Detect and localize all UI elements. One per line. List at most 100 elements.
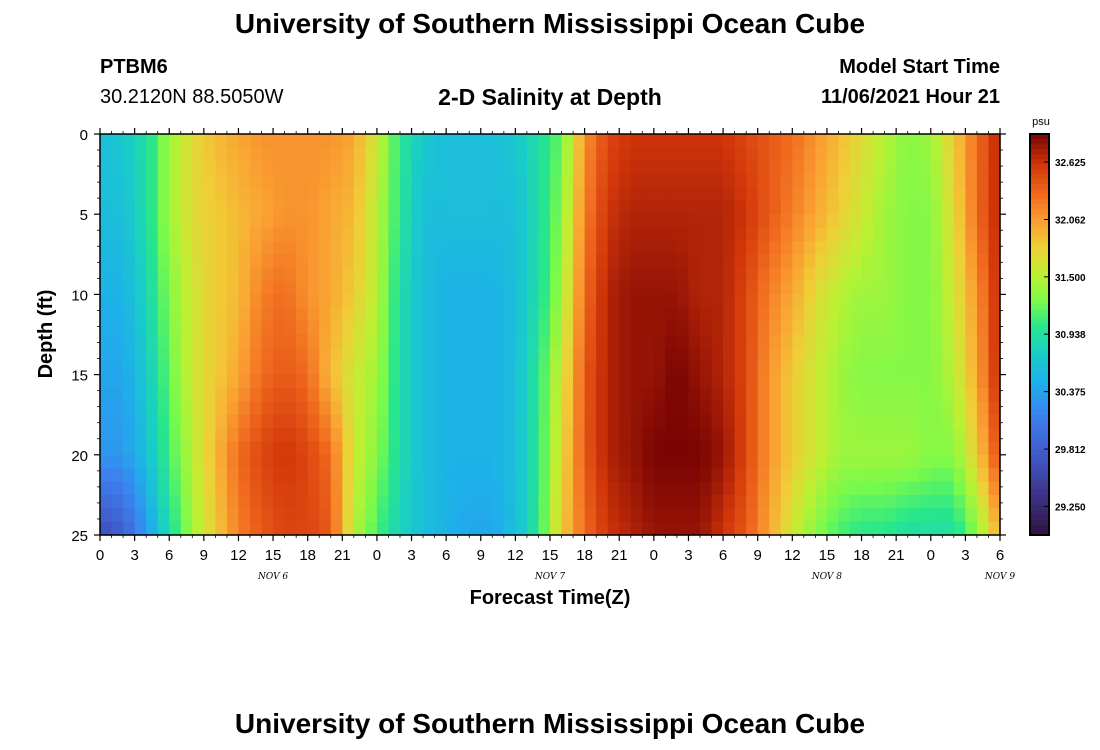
heatmap-cell [296,214,309,229]
heatmap-cell [803,147,816,162]
heatmap-cell [861,267,874,282]
colorbar-segment [1030,289,1049,295]
heatmap-cell [376,174,390,189]
heatmap-cell [330,160,343,175]
heatmap-cell [515,307,528,322]
heatmap-cell [538,174,551,189]
heatmap-cell [815,454,828,469]
heatmap-cell [319,227,332,242]
heatmap-cell [157,468,170,483]
heatmap-cell [123,254,136,269]
heatmap-cell [700,454,713,469]
heatmap-cell [584,347,597,362]
heatmap-cell [515,160,528,175]
heatmap-cell [642,134,655,148]
heatmap-cell [307,401,320,416]
heatmap-cell [411,254,424,269]
heatmap-cell [411,307,424,322]
heatmap-cell [273,294,286,309]
heatmap-cell [261,494,274,509]
heatmap-cell [330,468,343,483]
heatmap-cell [700,227,713,242]
heatmap-cell [123,361,136,376]
colorbar-segment [1030,214,1049,220]
heatmap-cell [388,481,401,496]
heatmap-cell [226,254,240,269]
heatmap-cell [550,267,563,282]
heatmap-cell [157,508,170,523]
heatmap-cell [550,134,563,148]
heatmap-cell [953,441,966,456]
heatmap-cell [988,200,1001,215]
heatmap-cell [503,374,516,389]
colorbar-tick-label: 32.062 [1055,216,1086,227]
heatmap-cell [826,387,840,402]
heatmap-cell [826,361,840,376]
heatmap-cell [596,521,609,536]
heatmap-cell [330,361,343,376]
heatmap-cell [388,361,401,376]
heatmap-cell [953,294,966,309]
heatmap-cell [538,254,551,269]
heatmap-cell [503,214,516,229]
heatmap-cell [353,374,366,389]
heatmap-cell [711,414,724,429]
heatmap-cell [757,227,770,242]
heatmap-cell [203,428,216,443]
heatmap-cell [803,174,816,189]
heatmap-cell [515,454,528,469]
colorbar-segment [1030,149,1049,155]
heatmap-cell [826,147,840,162]
heatmap-cell [250,214,263,229]
heatmap-cell [988,147,1001,162]
heatmap-cell [688,147,701,162]
heatmap-cell [619,361,632,376]
heatmap-cell [226,334,240,349]
heatmap-cell [573,441,586,456]
heatmap-cell [676,347,690,362]
heatmap-cell [826,187,840,202]
heatmap-cell [780,481,793,496]
heatmap-cell [630,441,643,456]
heatmap-cell [665,240,678,255]
heatmap-cell [134,174,147,189]
heatmap-cell [942,267,955,282]
heatmap-cell [526,334,540,349]
heatmap-cell [942,334,955,349]
heatmap-cell [757,134,770,148]
heatmap-cell [907,401,920,416]
heatmap-cell [826,254,840,269]
heatmap-cell [100,307,113,322]
heatmap-cell [723,281,736,295]
heatmap-cell [988,267,1001,282]
heatmap-cell [573,200,586,215]
heatmap-cell [607,374,620,389]
heatmap-cell [411,374,424,389]
heatmap-cell [723,174,736,189]
heatmap-cell [146,160,159,175]
heatmap-cell [584,374,597,389]
y-tick-label: 10 [71,287,88,304]
heatmap-cell [261,187,274,202]
heatmap-cell [469,294,482,309]
heatmap-cell [619,481,632,496]
heatmap-cell [884,307,897,322]
heatmap-cell [503,147,516,162]
heatmap-cell [146,387,159,402]
heatmap-cell [411,428,424,443]
heatmap-cell [526,441,540,456]
heatmap-cell [342,454,355,469]
heatmap-cell [319,361,332,376]
heatmap-cell [896,401,909,416]
heatmap-cell [665,414,678,429]
colorbar-segment [1030,454,1049,461]
heatmap-cell [503,134,516,148]
heatmap-cell [250,468,263,483]
x-tick-label: 9 [477,547,485,564]
heatmap-cell [146,174,159,189]
heatmap-cell [376,414,390,429]
colorbar-tick-label: 31.500 [1055,273,1086,284]
heatmap-cell [319,214,332,229]
heatmap-cell [653,481,666,496]
heatmap-cell [826,374,840,389]
